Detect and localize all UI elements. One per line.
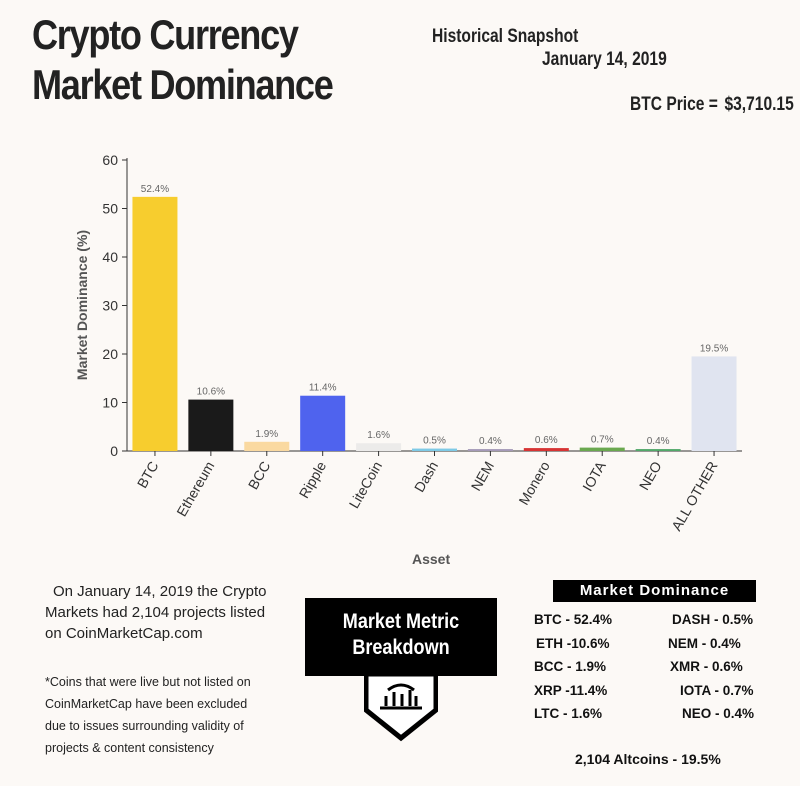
x-tick-label: Dash (411, 459, 441, 495)
btc-price: BTC Price = $3,710.15 (630, 94, 794, 116)
dominance-item: ETH -10.6% (536, 635, 610, 651)
dominance-item: XRP -11.4% (534, 682, 608, 698)
y-tick-label: 60 (102, 152, 118, 168)
y-tick-label: 30 (102, 298, 118, 314)
data-label: 1.9% (255, 429, 278, 440)
note-line-1: On January 14, 2019 the Crypto (53, 583, 267, 600)
note-line-2: Markets had 2,104 projects listed (45, 604, 266, 621)
summary-note: On January 14, 2019 the Crypto Markets h… (45, 581, 285, 644)
bar (356, 443, 402, 451)
footnote-line-3: due to issues surrounding validity of (45, 719, 244, 733)
x-tick-label: Ripple (296, 458, 330, 501)
bar (635, 449, 681, 451)
footnote-line-2: CoinMarketCap have been excluded (45, 697, 248, 711)
x-tick-labels: BTC Ethereum BCC Ripple LiteCoin Dash NEM Moner… (134, 458, 721, 533)
x-tick-label: Ethereum (173, 459, 217, 520)
x-tick-label: NEM (468, 458, 497, 493)
bar (523, 448, 569, 451)
bar (579, 447, 625, 451)
title-line-2: Market Dominance (32, 61, 334, 108)
badge-line-2: Breakdown (352, 636, 450, 659)
bar-chart-icon (364, 671, 438, 742)
bar (244, 441, 290, 451)
data-label: 10.6% (197, 387, 225, 398)
dominance-item: DASH - 0.5% (672, 612, 754, 627)
data-label: 0.6% (535, 435, 558, 446)
dominance-item: BCC - 1.9% (534, 659, 607, 674)
y-tick-label: 10 (102, 395, 118, 411)
x-tick-label: IOTA (579, 458, 609, 494)
y-tick-label: 20 (102, 346, 118, 362)
dominance-item: NEO - 0.4% (682, 706, 755, 721)
footnote-line-4: projects & content consistency (45, 741, 214, 755)
x-tick-label: Monero (515, 458, 553, 507)
data-label: 0.7% (591, 435, 614, 446)
bar (412, 448, 457, 451)
note-line-3: on CoinMarketCap.com (45, 625, 203, 642)
data-label: 11.4% (309, 383, 337, 394)
data-label: 1.6% (367, 430, 390, 441)
btc-price-value: $3,710.15 (724, 94, 794, 115)
page-title: Crypto Currency Market Dominance (32, 10, 334, 110)
x-tick-label: LiteCoin (346, 459, 386, 511)
dominance-item: XMR - 0.6% (670, 659, 743, 674)
snapshot-date: January 14, 2019 (542, 49, 667, 70)
data-label: 52.4% (141, 184, 169, 195)
dominance-item: IOTA - 0.7% (680, 682, 754, 698)
footnote-line-1: *Coins that were live but not listed on (45, 675, 251, 689)
x-tick-label: BCC (245, 459, 274, 493)
dominance-header: Market Dominance (553, 580, 756, 602)
data-label: 0.4% (479, 436, 502, 447)
y-axis-title: Market Dominance (%) (74, 230, 90, 380)
bar (691, 356, 737, 451)
data-label: 19.5% (700, 343, 728, 354)
y-tick-label: 0 (110, 443, 118, 459)
snapshot-label: Historical Snapshot (432, 26, 579, 47)
dominance-item: NEM - 0.4% (668, 635, 741, 651)
footnote: *Coins that were live but not listed on … (45, 671, 285, 759)
title-line-1: Crypto Currency (32, 11, 299, 58)
dominance-item: LTC - 1.6% (534, 706, 603, 721)
dominance-total: 2,104 Altcoins - 19.5% (575, 751, 721, 767)
badge-line-1: Market Metric (342, 610, 460, 633)
y-tick-label: 50 (102, 201, 118, 217)
bar (300, 395, 346, 451)
data-label: 0.4% (647, 436, 670, 447)
btc-price-label: BTC Price = (630, 94, 718, 115)
x-axis-title: Asset (412, 551, 451, 567)
market-dominance-chart: 0 10 20 30 40 50 60 52.4% 10.6% 1.9% 11.4% 1.6% 0.5… (74, 152, 742, 533)
y-tick-label: 40 (102, 249, 118, 265)
bars: 52.4% 10.6% 1.9% 11.4% 1.6% 0.5% 0.4% 0.6% 0.7% 0… (132, 184, 737, 456)
x-tick-label: ALL OTHER (668, 459, 720, 534)
data-label: 0.5% (423, 436, 446, 447)
dominance-item: BTC - 52.4% (534, 612, 613, 627)
market-metric-badge: Market Metric Breakdown (305, 598, 497, 676)
bar (188, 399, 234, 451)
x-tick-label: BTC (134, 459, 162, 491)
bar (467, 449, 513, 451)
bar (132, 196, 178, 451)
x-tick-label: NEO (636, 458, 665, 492)
